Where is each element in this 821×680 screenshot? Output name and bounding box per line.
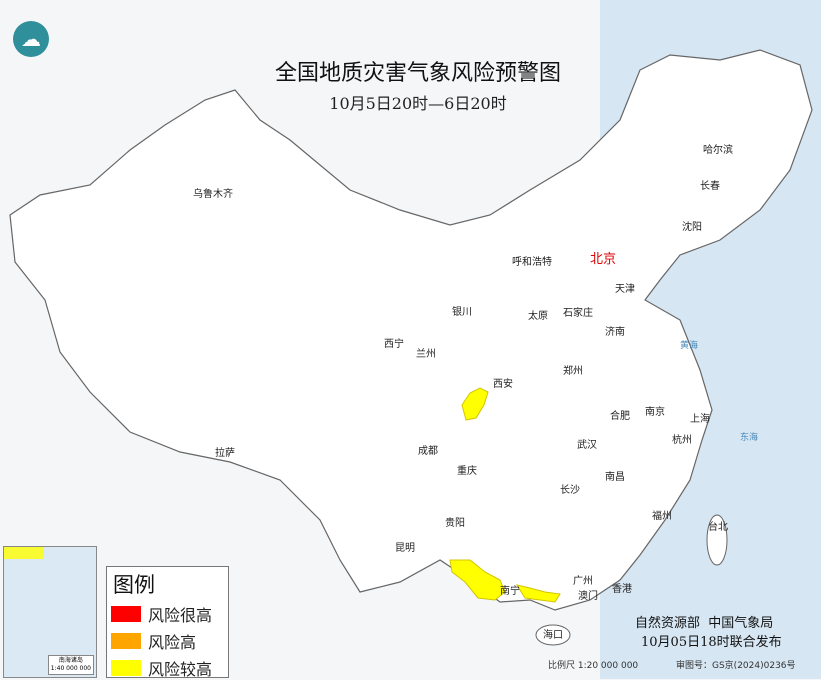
city-label: 合肥 [610, 411, 630, 422]
legend-label: 风险较高 [148, 660, 213, 679]
city-label: 南京 [645, 407, 665, 418]
city-label: 沈阳 [682, 222, 702, 233]
city-label: 武汉 [577, 440, 597, 451]
city-label: 西宁 [384, 339, 404, 350]
capital-label: 北京 [590, 252, 617, 267]
city-label: 长沙 [560, 485, 580, 496]
city-label: 台北 [708, 522, 728, 533]
legend: 图例 风险很高 风险高 风险较高 [106, 566, 229, 680]
city-label: 重庆 [457, 466, 477, 477]
city-label: 香港 [612, 584, 632, 595]
city-label: 银川 [452, 307, 472, 318]
city-label: 南昌 [605, 472, 625, 483]
sea-label: 黄海 [680, 341, 699, 351]
issuer: 自然资源部 中国气象局 [635, 616, 774, 631]
sea-label: 东海 [740, 433, 759, 443]
city-label: 乌鲁木齐 [193, 189, 233, 200]
city-label: 太原 [528, 311, 548, 322]
city-label: 西安 [493, 379, 513, 390]
city-label: 天津 [615, 284, 635, 295]
city-label: 南宁 [500, 586, 520, 597]
city-label: 福州 [652, 511, 672, 522]
city-label: 石家庄 [563, 308, 593, 319]
legend-swatch [111, 633, 141, 649]
city-label: 郑州 [563, 366, 583, 377]
issued-time: 10月05日18时联合发布 [641, 635, 782, 650]
city-label: 成都 [418, 446, 438, 457]
map-subtitle: 10月5日20时—6日20时 [329, 94, 507, 113]
inset-scale: 1:40 000 000 [50, 665, 91, 672]
risk-area-guangxi-yunnan [449, 559, 506, 601]
city-label: 济南 [605, 327, 625, 338]
taiwan-island [706, 514, 728, 566]
map-scale: 比例尺 1:20 000 000 [548, 661, 639, 671]
city-label: 长春 [700, 181, 720, 192]
legend-label: 风险很高 [148, 606, 213, 625]
legend-item-very-high: 风险很高 [111, 602, 228, 626]
city-label: 拉萨 [215, 448, 235, 459]
inset-caption: 南海诸岛 1:40 000 000 [47, 655, 94, 675]
city-label: 哈尔滨 [703, 145, 733, 156]
map-title: 全国地质灾害气象风险预警图 [274, 61, 561, 86]
inset-risk-area [4, 547, 44, 559]
city-label: 广州 [573, 576, 593, 587]
city-label: 昆明 [395, 543, 415, 554]
city-label: 贵阳 [445, 518, 465, 529]
risk-area-guangdong [515, 584, 561, 603]
legend-item-moderate: 风险较高 [111, 656, 228, 680]
cma-logo-icon: ☁ [13, 21, 49, 57]
legend-label: 风险高 [148, 633, 197, 652]
china-outline [9, 49, 813, 611]
city-label: 海口 [543, 630, 563, 641]
legend-title: 图例 [113, 573, 155, 597]
inset-title: 南海诸岛 [58, 657, 83, 664]
city-label: 上海 [690, 414, 710, 425]
city-label: 杭州 [672, 435, 692, 446]
south-china-sea-inset: 南海诸岛 1:40 000 000 [3, 546, 97, 678]
hainan-island [535, 624, 571, 646]
approval-number: 审图号：GS京(2024)0236号 [676, 661, 796, 671]
city-label: 澳门 [578, 591, 598, 602]
legend-swatch [111, 606, 141, 622]
city-label: 呼和浩特 [512, 257, 552, 268]
legend-swatch [111, 660, 141, 676]
city-label: 兰州 [416, 349, 436, 360]
legend-item-high: 风险高 [111, 629, 228, 653]
risk-area-shaanxi [461, 387, 489, 421]
